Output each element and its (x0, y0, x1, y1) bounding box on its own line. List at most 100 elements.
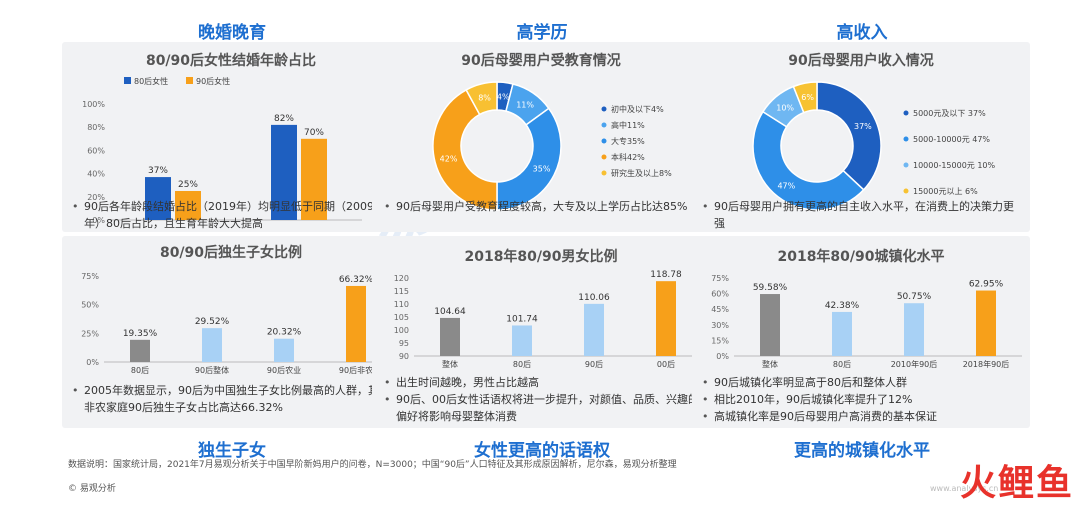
x-tick-label: 90后整体 (195, 365, 229, 375)
urbanization-chart: 0% 15% 30% 45% 60% 75% 59.58% 整体 42.38% 80后 50.75%… (711, 274, 1022, 369)
bar-value-label: 110.06 (578, 293, 610, 303)
note-gender: 出生时间越晚，男性占比越高 90后、00后女性话语权将进一步提升，对颜值、品质、… (382, 374, 702, 425)
y-tick-label: 0% (716, 352, 729, 361)
income-donut: 37% 47% 10% 6% 5000元及以下 37% 5000-10000元 47% 10… (752, 81, 996, 211)
site-url: www.analysys.cn (930, 484, 999, 493)
legend-label: 10000-15000元 10% (913, 161, 996, 170)
bar-value-label: 66.32% (339, 275, 374, 285)
bar-value-label: 62.95% (969, 280, 1004, 290)
legend-dot (903, 110, 909, 116)
bar-value-label: 20.32% (267, 328, 302, 338)
x-tick-label: 80后 (833, 359, 851, 369)
y-tick-label: 25% (81, 329, 99, 338)
data-source-note: 数据说明：国家统计局，2021年7月易观分析关于中国早阶新妈用户的问卷，N=30… (68, 460, 677, 470)
note-income: 90后母婴用户拥有更高的自主收入水平，在消费上的决策力更强 (700, 198, 1020, 232)
legend-swatch (124, 77, 131, 84)
bar (832, 311, 852, 356)
note-text: 出生时间越晚，男性占比越高 (382, 374, 702, 391)
legend-label: 初中及以下4% (611, 104, 664, 114)
legend-label: 研究生及以上8% (611, 168, 672, 178)
note-education: 90后母婴用户受教育程度较高，大专及以上学历占比达85% (382, 198, 702, 215)
x-tick-label: 80后 (131, 365, 149, 375)
legend-label: 15000元以上 6% (913, 187, 978, 196)
legend-dot (601, 138, 607, 144)
bar (760, 294, 780, 356)
legend-dot (601, 122, 607, 128)
bar (274, 338, 294, 362)
legend-label: 高中11% (611, 120, 645, 130)
bar-value-label: 42.38% (825, 301, 860, 311)
donut-slice (816, 81, 882, 191)
donut-slice (792, 81, 818, 114)
y-tick-label: 0% (86, 358, 99, 367)
bar-value-label: 101.74 (506, 314, 538, 324)
bar-value-label: 59.58% (753, 283, 788, 293)
slice-label: 6% (801, 93, 814, 102)
panel-title: 2018年80/90城镇化水平 (777, 249, 945, 265)
x-tick-label: 80后 (513, 359, 531, 369)
legend-label: 80后女性 (134, 76, 168, 86)
bar-value-label: 104.64 (434, 307, 466, 317)
legend-dot (903, 162, 909, 168)
x-tick-label: 90后 (585, 359, 603, 369)
slice-label: 8% (478, 94, 491, 103)
slice-label: 35% (533, 165, 551, 174)
bar-value-label: 118.78 (650, 270, 682, 280)
legend-dot (601, 154, 607, 160)
bar (440, 317, 460, 356)
y-tick-label: 45% (711, 305, 729, 314)
x-tick-label: 00后 (657, 359, 675, 369)
bar (904, 303, 924, 356)
bar-value-label: 25% (178, 180, 198, 190)
note-marriage: 90后各年龄段结婚占比（2019年）均明显低于同期（2009年）80后占比，且生… (70, 198, 390, 232)
note-text: 90后各年龄段结婚占比（2019年）均明显低于同期（2009年）80后占比，且生… (70, 198, 390, 232)
corner-logo: 火鲤鱼 (960, 463, 1075, 504)
legend-label: 90后女性 (196, 76, 230, 86)
legend-label: 本科42% (611, 152, 645, 162)
panel-title: 90后母婴用户收入情况 (788, 53, 934, 69)
y-tick-label: 75% (711, 274, 729, 283)
x-tick-label: 整体 (442, 359, 458, 369)
note-text: 2005年数据显示，90后为中国独生子女比例最高的人群，其中非农家庭90后独生子… (70, 382, 390, 416)
x-tick-label: 2018年90后 (963, 359, 1010, 369)
bar (584, 303, 604, 356)
bar-value-label: 82% (274, 114, 294, 124)
panel-title: 90后母婴用户受教育情况 (461, 53, 621, 69)
slice-label: 37% (854, 122, 872, 131)
legend-dot (903, 188, 909, 194)
x-tick-label: 2010年90后 (891, 359, 938, 369)
bar (512, 325, 532, 356)
y-tick-label: 100 (394, 326, 409, 335)
bar (656, 281, 676, 356)
bar (130, 339, 150, 362)
legend-label: 5000元及以下 37% (913, 109, 986, 118)
donut-slice (496, 107, 562, 211)
note-text: 90后母婴用户受教育程度较高，大专及以上学历占比达85% (382, 198, 702, 215)
x-tick-label: 90后农业 (267, 365, 301, 375)
note-text: 相比2010年，90后城镇化率提升了12% (700, 391, 1020, 408)
note-text: 90后母婴用户拥有更高的自主收入水平，在消费上的决策力更强 (700, 198, 1020, 232)
bar (202, 328, 222, 362)
note-text: 高城镇化率是90后母婴用户高消费的基本保证 (700, 408, 1020, 425)
note-urban: 90后城镇化率明显高于80后和整体人群 相比2010年，90后城镇化率提升了12… (700, 374, 1020, 425)
y-tick-label: 30% (711, 321, 729, 330)
y-tick-label: 80% (87, 123, 105, 132)
legend-dot (601, 106, 607, 112)
legend-label: 5000-10000元 47% (913, 135, 990, 144)
slice-label: 47% (777, 182, 795, 191)
slice-label: 10% (776, 103, 794, 112)
legend-dot (601, 170, 607, 176)
legend-label: 大专35% (611, 136, 645, 146)
note-text: 90后、00后女性话语权将进一步提升，对颜值、品质、兴趣的偏好将影响母婴整体消费 (382, 391, 702, 425)
bar-value-label: 37% (148, 166, 168, 176)
bar (976, 290, 996, 356)
y-tick-label: 115 (394, 287, 409, 296)
col3-title: 高收入 (836, 23, 888, 43)
y-tick-label: 50% (81, 301, 99, 310)
slice-label: 4% (497, 92, 510, 101)
bar (346, 285, 366, 362)
y-tick-label: 75% (81, 272, 99, 281)
y-tick-label: 120 (394, 274, 409, 283)
panel-title: 80/90后女性结婚年龄占比 (145, 53, 317, 69)
slice-label: 42% (440, 154, 458, 163)
